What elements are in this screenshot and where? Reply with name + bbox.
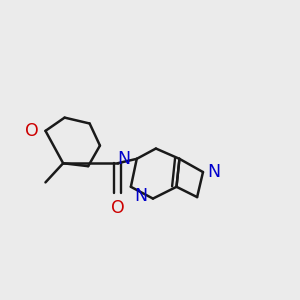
- Text: N: N: [117, 150, 130, 168]
- Text: O: O: [25, 122, 39, 140]
- Text: N: N: [207, 163, 220, 181]
- Text: N: N: [134, 187, 147, 205]
- Text: O: O: [111, 199, 124, 217]
